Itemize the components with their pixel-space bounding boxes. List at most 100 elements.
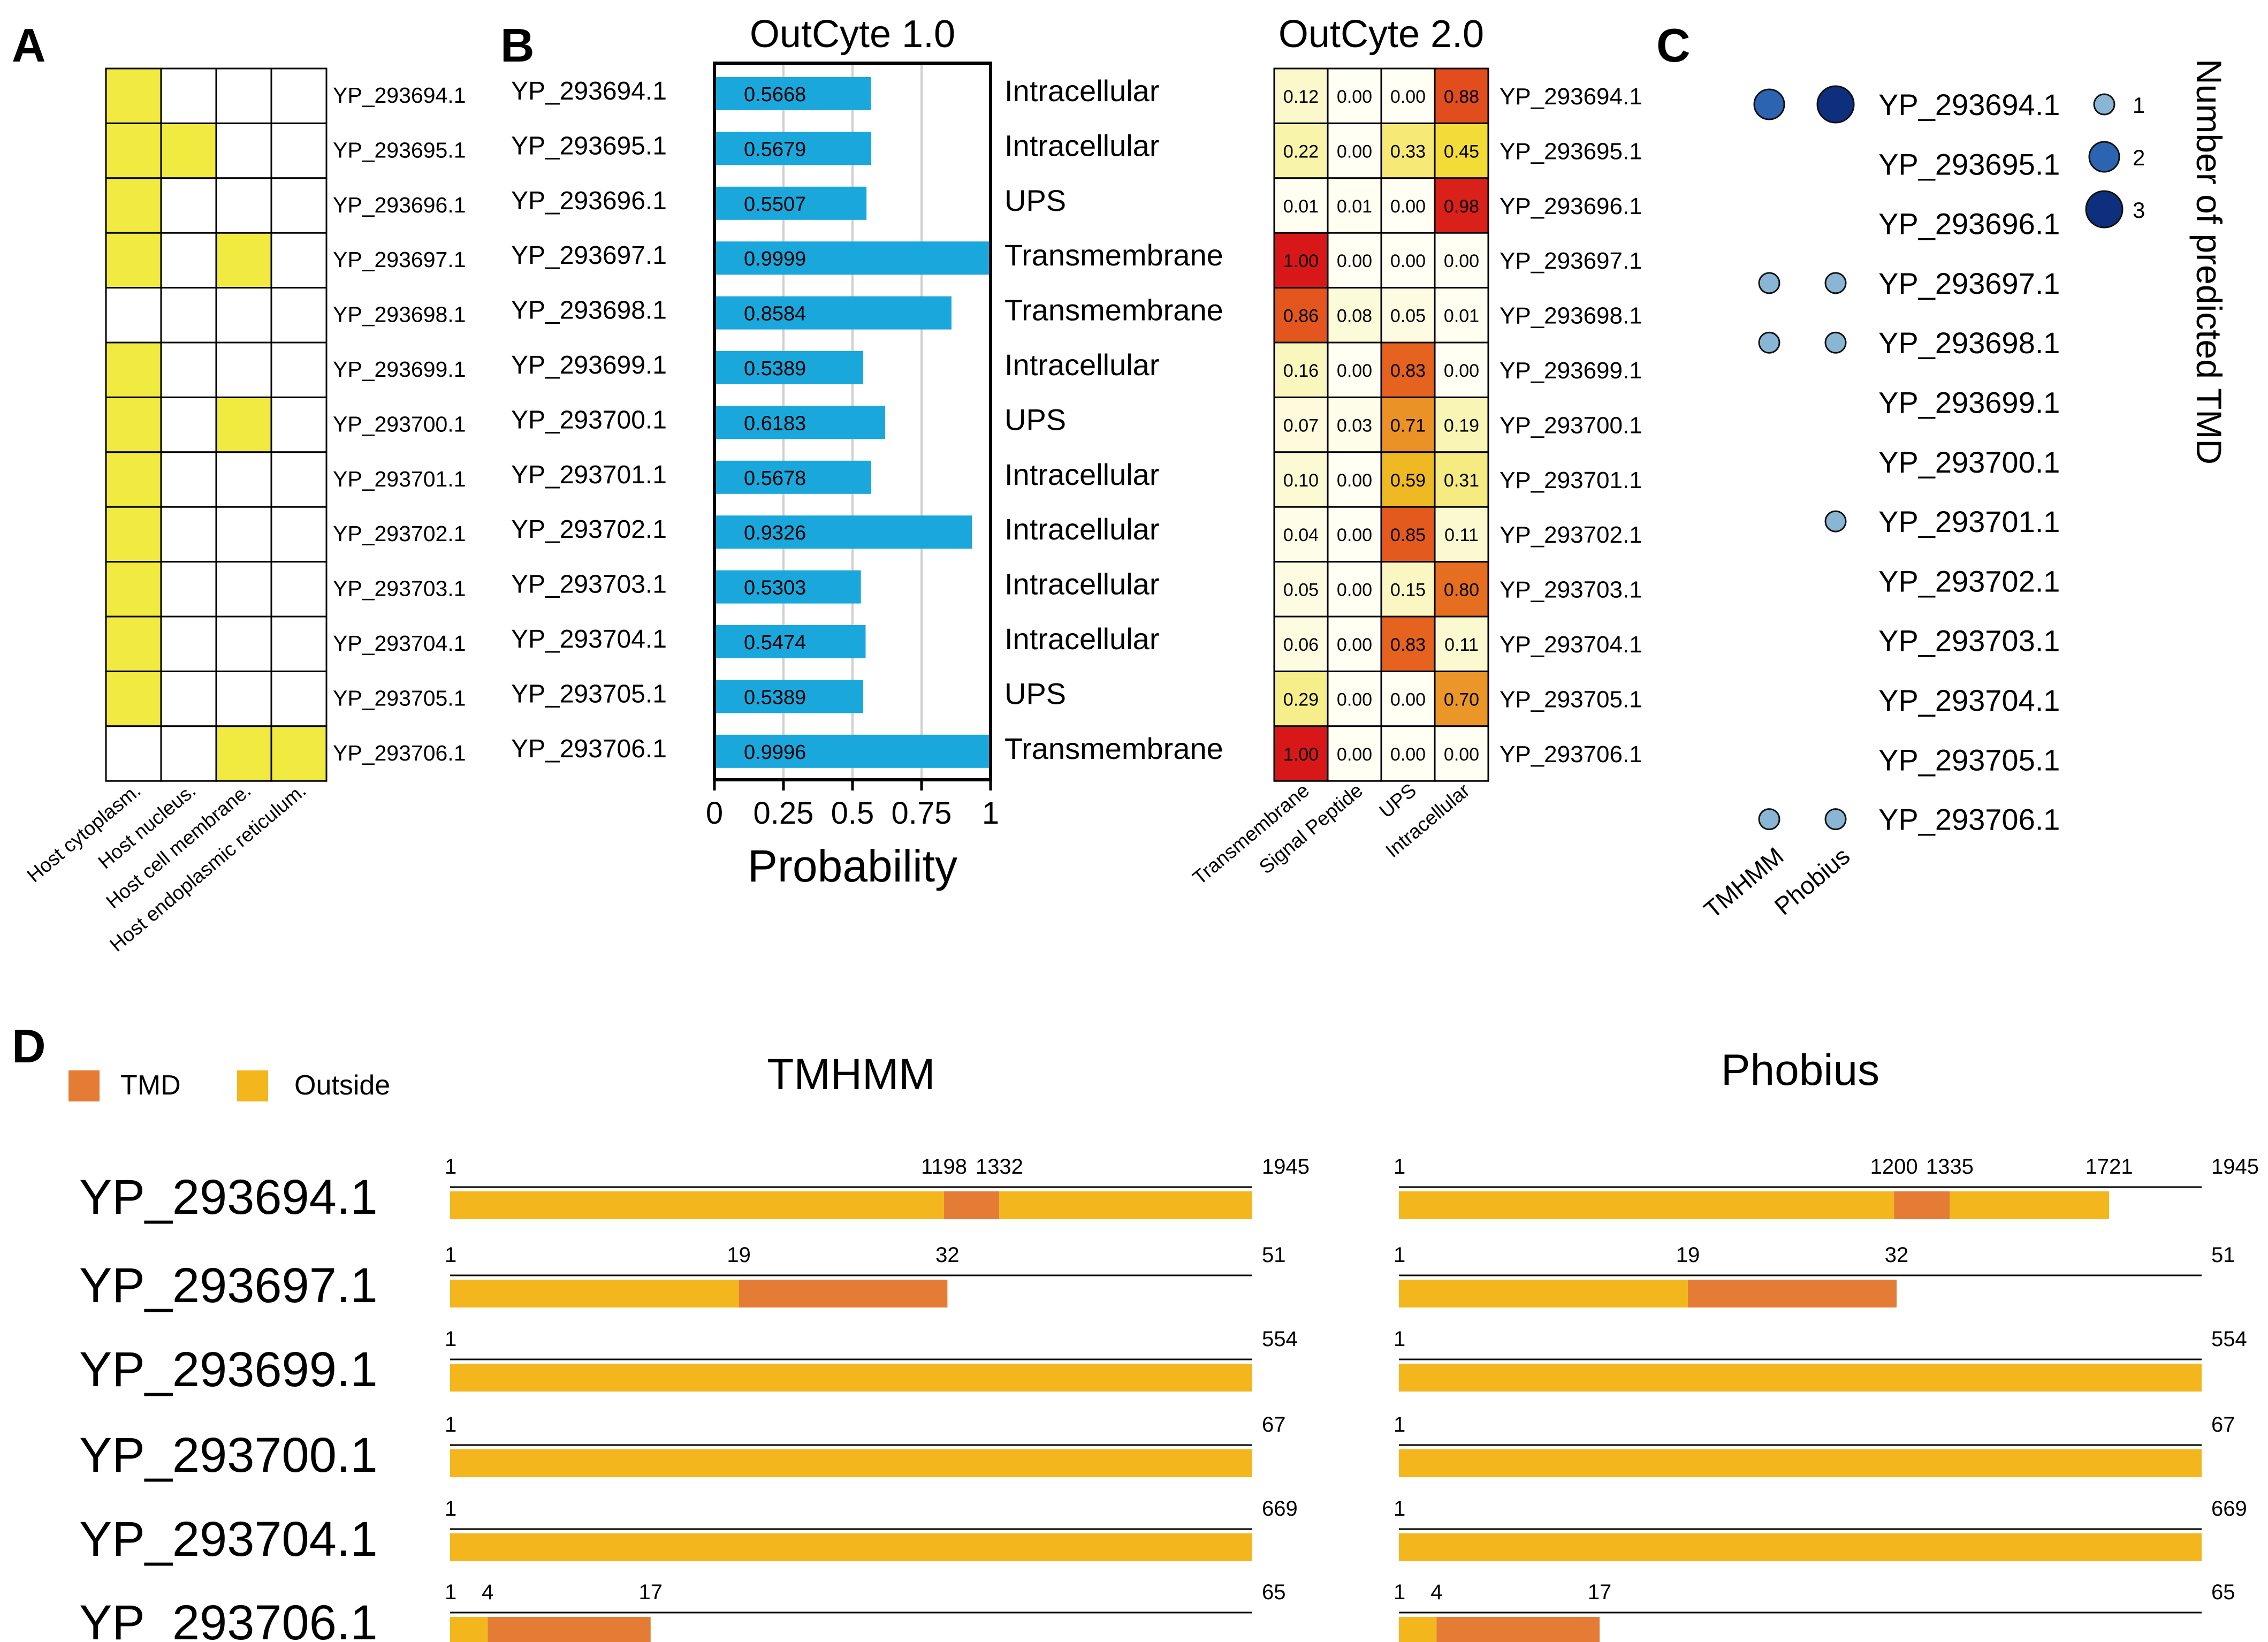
heatmap-value: 0.12 <box>1283 87 1319 107</box>
position-label: 1 <box>1394 1243 1405 1267</box>
heatmap-value: 0.05 <box>1390 306 1426 326</box>
heatmap-cell <box>1380 232 1436 289</box>
heatmap-value: 0.31 <box>1444 470 1479 491</box>
heatmap-cell <box>215 177 272 234</box>
row-label: YP_293697.1 <box>1500 248 1642 274</box>
row-label: YP_293696.1 <box>333 193 466 217</box>
row-label: YP_293702.1 <box>333 521 466 546</box>
position-label: 32 <box>935 1243 960 1267</box>
heatmap-value: 0.11 <box>1444 635 1479 655</box>
row-label: YP_293694.1 <box>333 83 466 108</box>
tmd-dot <box>1758 808 1780 831</box>
heatmap-cell <box>105 232 162 289</box>
method-title: Phobius <box>1721 1046 1879 1094</box>
heatmap-cell <box>270 122 328 179</box>
heatmap-cell <box>215 615 272 672</box>
prediction-label: Intracellular <box>1004 74 1159 108</box>
heatmap-cell <box>1434 177 1489 234</box>
prediction-label: Intracellular <box>1004 458 1159 491</box>
row-label: YP_293699.1 <box>1878 386 2060 420</box>
heatmap-cell <box>160 561 217 618</box>
tmd-segment <box>739 1280 948 1307</box>
heatmap-cell <box>1327 670 1382 727</box>
bar-value-label: 0.5507 <box>744 193 806 216</box>
position-label: 1 <box>445 1497 456 1521</box>
row-label: YP_293706.1 <box>1500 741 1642 767</box>
position-label: 554 <box>2211 1327 2247 1351</box>
outside-segment <box>1399 1364 2202 1392</box>
heatmap-cell <box>1434 341 1489 398</box>
heatmap-cell <box>1434 725 1489 782</box>
outside-segment <box>450 1280 739 1307</box>
position-label: 1 <box>445 1580 456 1604</box>
row-label: YP_293695.1 <box>1878 147 2060 181</box>
heatmap-cell <box>1273 670 1329 727</box>
row-label: YP_293705.1 <box>333 686 466 710</box>
protein-label: YP_293699.1 <box>79 1342 378 1397</box>
position-label: 1945 <box>2211 1155 2259 1179</box>
position-label: 67 <box>1262 1413 1286 1436</box>
heatmap-cell <box>270 67 328 124</box>
position-label: 1 <box>1394 1155 1405 1179</box>
tmd-dot <box>1824 808 1847 831</box>
prediction-label: UPS <box>1004 402 1066 436</box>
row-label: YP_293699.1 <box>1500 358 1642 384</box>
bar-value-label: 0.5303 <box>744 577 806 599</box>
bar <box>714 241 991 275</box>
position-label: 1335 <box>1926 1155 1974 1179</box>
outside-segment <box>1399 1191 1894 1219</box>
heatmap-cell <box>270 615 328 672</box>
position-label: 19 <box>1676 1243 1700 1267</box>
row-label: YP_293704.1 <box>511 625 667 653</box>
outside-segment <box>999 1191 1252 1219</box>
heatmap-value: 0.08 <box>1337 306 1372 326</box>
outside-segment <box>1399 1449 2202 1477</box>
outside-segment <box>450 1449 1252 1477</box>
outside-segment <box>1950 1191 2110 1219</box>
column-label: Phobius <box>1769 842 1855 921</box>
bar <box>714 132 872 165</box>
prediction-label: Intracellular <box>1004 567 1159 601</box>
heatmap-cell <box>1327 725 1382 782</box>
heatmap-value: 0.83 <box>1390 361 1426 381</box>
heatmap-cell <box>215 122 272 179</box>
bar-value-label: 0.9999 <box>744 248 806 270</box>
row-label: YP_293699.1 <box>333 357 466 382</box>
prediction-label: Intracellular <box>1004 128 1159 162</box>
heatmap-cell <box>160 67 217 124</box>
row-label: YP_293701.1 <box>511 461 667 489</box>
legend-label: 3 <box>2133 197 2145 223</box>
legend-swatch-outside <box>237 1070 268 1101</box>
row-label: YP_293695.1 <box>333 138 466 162</box>
tmd-dot <box>1824 272 1847 294</box>
prediction-label: UPS <box>1004 676 1066 710</box>
heatmap-cell <box>1273 615 1329 672</box>
heatmap-cell <box>270 561 328 618</box>
chart-title: OutCyte 2.0 <box>1278 13 1484 56</box>
outside-segment <box>450 1191 944 1219</box>
heatmap-value: 0.29 <box>1283 689 1319 710</box>
heatmap-cell <box>105 451 162 508</box>
row-label: YP_293698.1 <box>333 302 466 327</box>
position-label: 17 <box>1588 1580 1612 1604</box>
legend-dot <box>2085 190 2124 229</box>
heatmap-value: 0.85 <box>1390 525 1426 545</box>
prediction-label: Intracellular <box>1004 622 1159 656</box>
bar <box>714 625 866 658</box>
row-label: YP_293696.1 <box>511 187 667 215</box>
row-label: YP_293696.1 <box>1878 207 2060 241</box>
protein-label: YP_293697.1 <box>79 1258 378 1313</box>
prediction-label: Transmembrane <box>1004 293 1223 327</box>
bar <box>714 570 861 604</box>
heatmap-value: 0.22 <box>1283 141 1319 162</box>
heatmap-cell <box>215 561 272 618</box>
outside-segment <box>1399 1533 2202 1561</box>
panel-letter-c: C <box>1656 19 1691 72</box>
legend-label: 2 <box>2133 145 2145 170</box>
prediction-label: Intracellular <box>1004 348 1159 382</box>
protein-label: YP_293706.1 <box>79 1595 378 1642</box>
heatmap-cell <box>105 177 162 234</box>
heatmap-cell <box>215 67 272 124</box>
heatmap-value: 0.16 <box>1283 361 1319 381</box>
